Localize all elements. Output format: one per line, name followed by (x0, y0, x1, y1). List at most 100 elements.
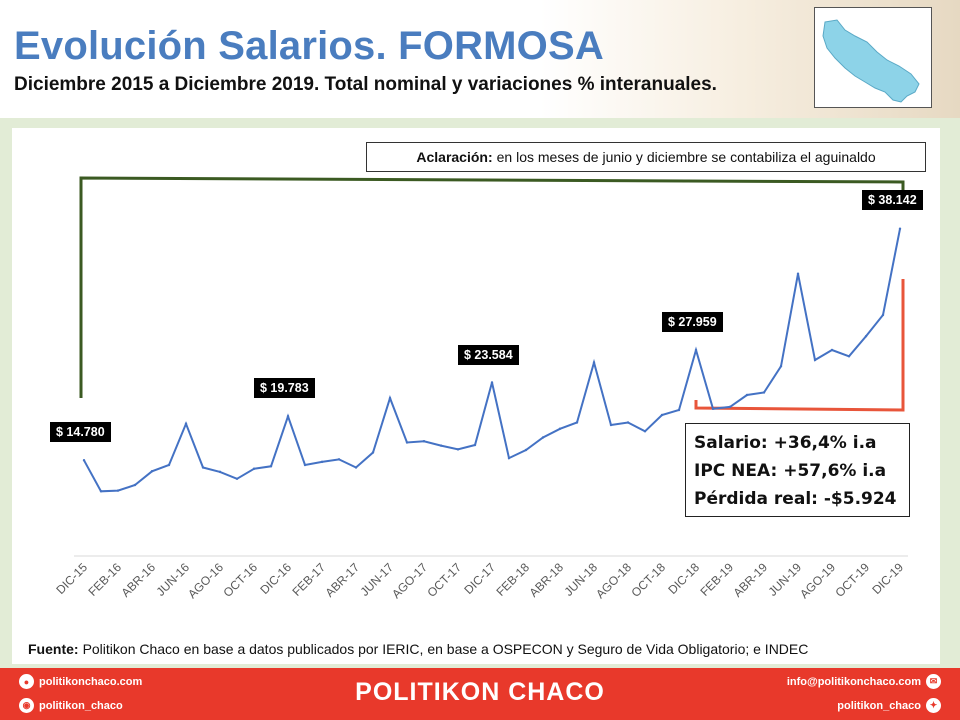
summary-box: Salario: +36,4% i.a IPC NEA: +57,6% i.a … (685, 423, 910, 517)
x-tick-label: AGO-18 (593, 560, 634, 601)
x-tick-label: OCT-17 (425, 560, 465, 600)
data-point-ene-18 (507, 456, 511, 460)
page-subtitle: Diciembre 2015 a Diciembre 2019. Total n… (14, 74, 717, 95)
x-tick-label: AGO-19 (797, 560, 838, 601)
footer-email[interactable]: info@politikonchaco.com ✉ (787, 674, 946, 689)
data-point-jul-18 (609, 423, 613, 427)
footer: ● politikonchaco.com ◉ politikon_chaco P… (0, 668, 960, 720)
value-callout-dic-15: $ 14.780 (50, 422, 111, 443)
source-text: Politikon Chaco en base a datos publicad… (82, 641, 809, 657)
instagram-icon: ◉ (19, 698, 34, 713)
data-point-dic-18 (694, 348, 698, 352)
footer-instagram-text: politikon_chaco (39, 699, 123, 712)
data-point-jun-18 (592, 361, 596, 364)
page-title: Evolución Salarios. FORMOSA (14, 24, 604, 68)
x-tick-label: AGO-16 (185, 560, 226, 601)
data-point-nov-17 (473, 443, 477, 447)
data-point-sep-19 (847, 355, 851, 358)
note-label: Aclaración: (416, 149, 493, 165)
data-point-nov-18 (677, 408, 681, 412)
globe-icon: ● (19, 674, 34, 689)
green-comparison-bracket (79, 176, 905, 398)
x-tick-label: DIC-18 (665, 560, 702, 597)
note-box: Aclaración: en los meses de junio y dici… (366, 142, 926, 172)
data-point-jul-17 (405, 441, 409, 444)
note-text: en los meses de junio y diciembre se con… (496, 149, 876, 165)
footer-twitter-text: politikon_chaco (837, 699, 921, 712)
data-point-ene-16 (99, 490, 103, 493)
data-point-jun-16 (184, 422, 188, 425)
summary-real-loss: Pérdida real: -$5.924 (694, 489, 897, 509)
data-point-jul-19 (813, 358, 817, 362)
value-callout-dic-18: $ 27.959 (662, 312, 723, 332)
data-point-dic-15 (82, 459, 86, 462)
x-tick-label: FEB-19 (697, 560, 736, 599)
x-tick-label: FEB-17 (289, 560, 328, 599)
data-point-jul-16 (201, 466, 205, 469)
data-point-nov-19 (881, 313, 885, 317)
data-point-may-16 (167, 463, 171, 467)
data-point-abr-18 (558, 427, 562, 430)
data-point-may-18 (575, 421, 579, 424)
x-tick-label: DIC-15 (53, 560, 90, 597)
data-point-dic-17 (490, 381, 494, 384)
footer-website[interactable]: ● politikonchaco.com (14, 674, 142, 689)
data-point-ago-16 (218, 470, 222, 474)
source-label: Fuente: (28, 641, 79, 657)
data-point-ago-17 (422, 440, 426, 443)
x-tick-label: OCT-19 (833, 560, 873, 600)
email-icon: ✉ (926, 674, 941, 689)
data-point-oct-16 (252, 467, 256, 470)
data-point-abr-19 (762, 391, 766, 394)
x-tick-label: DIC-17 (461, 560, 498, 597)
data-point-feb-19 (728, 405, 732, 409)
data-point-ene-17 (303, 463, 307, 467)
data-point-ene-19 (711, 407, 715, 410)
data-point-mar-18 (541, 436, 545, 439)
data-point-feb-17 (320, 460, 324, 464)
twitter-icon: ✦ (926, 698, 941, 713)
chart-panel (12, 128, 940, 664)
footer-website-text: politikonchaco.com (39, 675, 143, 688)
data-point-dic-16 (286, 415, 290, 418)
footer-brand: POLITIKON CHACO (355, 678, 605, 706)
x-tick-label: ABR-16 (119, 560, 159, 600)
data-point-oct-17 (456, 448, 460, 451)
header: Evolución Salarios. FORMOSA Diciembre 20… (0, 0, 960, 118)
data-point-jun-17 (388, 396, 392, 400)
data-point-ago-19 (830, 348, 834, 352)
footer-email-text: info@politikonchaco.com (786, 675, 921, 688)
x-tick-label: OCT-16 (221, 560, 261, 600)
footer-instagram[interactable]: ◉ politikon_chaco (14, 698, 123, 713)
data-point-abr-17 (354, 466, 358, 469)
data-point-ago-18 (626, 421, 630, 424)
x-tick-label: AGO-17 (389, 560, 430, 601)
footer-twitter[interactable]: politikon_chaco ✦ (837, 698, 946, 713)
data-point-nov-16 (269, 465, 273, 468)
x-tick-label: ABR-19 (731, 560, 771, 600)
data-point-sep-18 (643, 430, 647, 433)
data-point-mar-16 (133, 483, 137, 487)
x-tick-label: FEB-18 (493, 560, 532, 599)
summary-salary: Salario: +36,4% i.a (694, 433, 877, 453)
data-point-sep-16 (235, 477, 239, 480)
x-tick-label: ABR-17 (323, 560, 363, 600)
data-point-oct-19 (864, 335, 868, 338)
data-point-mar-17 (337, 458, 341, 461)
x-tick-label: ABR-18 (527, 560, 567, 600)
value-callout-dic-17: $ 23.584 (458, 344, 519, 365)
value-callout-dic-19: $ 38.142 (862, 190, 923, 210)
value-callout-dic-16: $ 19.783 (254, 378, 315, 399)
data-point-mar-19 (745, 393, 749, 397)
x-tick-label: DIC-16 (257, 560, 294, 597)
data-point-feb-16 (116, 489, 120, 492)
summary-ipc: IPC NEA: +57,6% i.a (694, 461, 887, 481)
x-tick-label: FEB-16 (85, 560, 124, 599)
source-note: Fuente: Politikon Chaco en base a datos p… (28, 641, 808, 657)
data-point-sep-17 (439, 444, 443, 447)
data-point-may-19 (779, 365, 783, 368)
data-point-jun-19 (796, 272, 800, 275)
red-comparison-bracket (694, 279, 905, 412)
data-point-feb-18 (524, 448, 528, 452)
